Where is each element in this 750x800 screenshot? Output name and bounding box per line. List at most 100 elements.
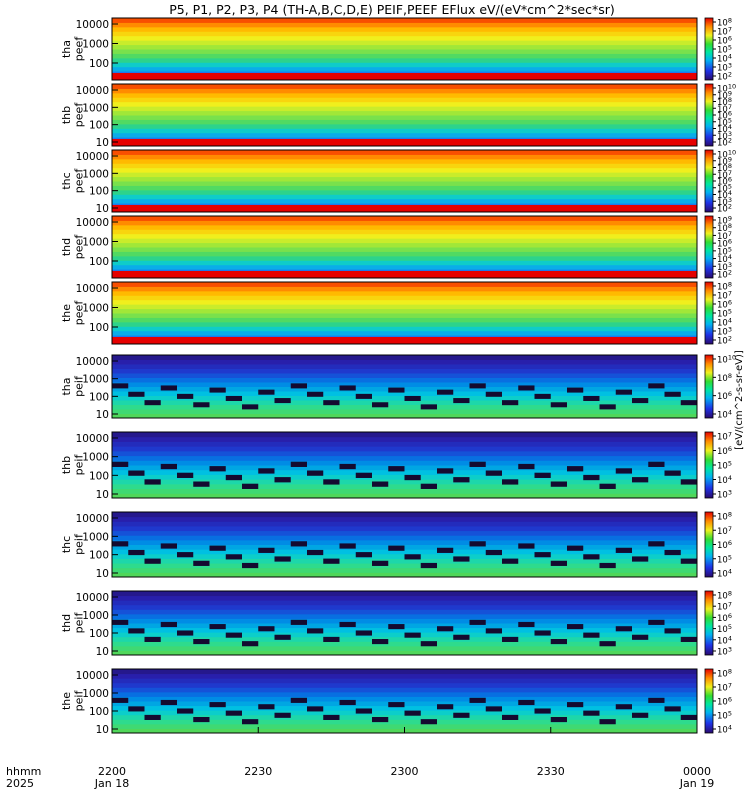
- noise-cell: [388, 545, 405, 551]
- energy-band: [112, 391, 697, 396]
- energy-band: [112, 282, 697, 287]
- energy-band: [112, 382, 697, 387]
- noise-cell: [274, 712, 291, 718]
- noise-cell: [648, 383, 665, 389]
- colorbar-tick-label: 102: [717, 137, 732, 149]
- panel-thb-peif: thbpeif 10000 1000 100 10 107 106 105 104 103: [60, 431, 732, 502]
- colorbar-tick-exponent: 4: [728, 409, 732, 417]
- noise-cell: [420, 641, 437, 647]
- energy-band: [112, 22, 697, 28]
- noise-cell: [599, 483, 616, 489]
- noise-cell: [274, 477, 291, 483]
- colorbar-tick-exponent: 8: [728, 222, 732, 230]
- energy-band: [112, 483, 697, 490]
- noise-cell: [404, 474, 421, 481]
- panel-thc-peef: thcpeef100001000100101010109108107106105…: [60, 149, 736, 216]
- noise-cell: [518, 463, 535, 470]
- noise-cell: [242, 562, 259, 569]
- energy-band: [112, 26, 697, 32]
- y-tick-label: 10000: [76, 283, 109, 295]
- noise-cell: [307, 706, 324, 712]
- noise-cell: [258, 626, 275, 632]
- noise-cell: [128, 391, 145, 397]
- energy-band: [112, 128, 697, 134]
- noise-cell: [664, 470, 681, 476]
- noise-cell: [632, 556, 649, 562]
- spectrogram-body: [112, 216, 697, 279]
- energy-band: [112, 198, 697, 204]
- noise-cell: [550, 717, 567, 723]
- energy-band: [112, 18, 697, 23]
- noise-cell: [567, 624, 584, 630]
- noise-cell: [225, 710, 242, 716]
- noise-cell: [469, 461, 486, 467]
- energy-band: [112, 92, 697, 98]
- noise-cell: [615, 389, 632, 395]
- energy-band: [112, 516, 697, 522]
- colorbar-tick-label: 104: [717, 568, 732, 580]
- colorbar-tick-label: 104: [717, 634, 732, 646]
- low-energy-band: [112, 73, 697, 80]
- noise-cell: [680, 714, 697, 720]
- panel-label: thcpeef: [60, 168, 86, 194]
- energy-band: [112, 299, 697, 305]
- panel-label: thapeef: [60, 36, 86, 62]
- noise-cell: [323, 558, 340, 564]
- panel-label: thdpeef: [60, 234, 86, 260]
- noise-cell: [274, 634, 291, 640]
- energy-band: [112, 691, 697, 697]
- colorbar-tick-exponent: 2: [728, 137, 732, 145]
- noise-cell: [274, 398, 291, 404]
- colorbar-tick-label: 103: [717, 646, 732, 658]
- energy-band: [112, 40, 697, 46]
- panel-label-probe: tha: [60, 377, 73, 395]
- colorbar: [704, 215, 714, 279]
- colorbar-tick-exponent: 3: [728, 62, 732, 70]
- y-tick-label: 10000: [76, 670, 109, 682]
- energy-band: [112, 115, 697, 120]
- energy-band: [112, 469, 697, 475]
- noise-cell: [485, 391, 502, 397]
- panel-thb-peef: thbpeef100001000100101010109108107106105…: [60, 83, 736, 150]
- colorbar-tick-exponent: 7: [728, 682, 732, 690]
- energy-band: [112, 558, 697, 564]
- noise-cell: [258, 389, 275, 395]
- noise-cell: [453, 634, 470, 640]
- noise-cell: [225, 632, 242, 638]
- colorbar: [704, 149, 714, 213]
- energy-band: [112, 84, 697, 89]
- noise-cell: [258, 704, 275, 710]
- energy-band: [112, 233, 697, 239]
- energy-band: [112, 567, 697, 573]
- low-energy-band: [112, 205, 697, 212]
- colorbar-tick-exponent: 10: [728, 149, 736, 157]
- colorbar-tick-label: 105: [717, 553, 732, 565]
- y-tick-label: 10000: [76, 217, 109, 229]
- energy-band: [112, 119, 697, 125]
- colorbar-tick-exponent: 10: [728, 83, 736, 91]
- noise-cell: [469, 619, 486, 625]
- colorbar-tick-exponent: 7: [728, 169, 732, 177]
- spectrogram-body: [112, 432, 697, 499]
- colorbar: [704, 590, 714, 656]
- noise-cell: [437, 626, 454, 632]
- energy-band: [112, 368, 697, 374]
- panel-label-product: peef: [72, 168, 85, 194]
- colorbar-tick-label: 106: [717, 539, 732, 551]
- energy-band: [112, 549, 697, 555]
- y-tick-label: 100: [89, 470, 109, 482]
- colorbar-tick-exponent: 7: [728, 601, 732, 609]
- colorbar-tick-exponent: 8: [728, 17, 732, 25]
- colorbar-tick-exponent: 3: [728, 646, 732, 654]
- noise-cell: [664, 706, 681, 712]
- energy-band: [112, 317, 697, 323]
- colorbar-tick-label: 107: [717, 601, 732, 613]
- panel-label-product: peif: [72, 375, 85, 397]
- spectrogram-body: [112, 591, 697, 656]
- noise-cell: [112, 461, 129, 467]
- colorbar-tick-exponent: 7: [728, 290, 732, 298]
- energy-band: [112, 251, 697, 257]
- noise-cell: [567, 702, 584, 708]
